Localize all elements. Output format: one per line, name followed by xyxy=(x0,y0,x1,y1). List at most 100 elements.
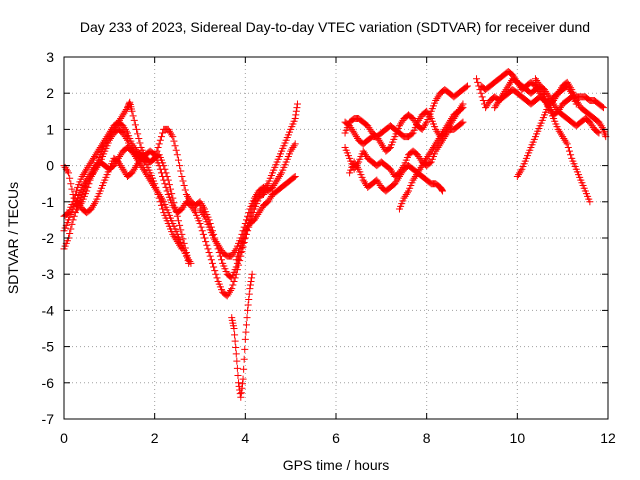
data-point-marker xyxy=(176,221,184,229)
data-point-marker xyxy=(239,234,247,242)
data-point-marker xyxy=(178,205,186,213)
data-point-marker xyxy=(94,147,102,155)
data-point-marker xyxy=(599,104,607,112)
data-point-marker xyxy=(167,185,175,193)
data-point-marker xyxy=(561,136,569,144)
data-point-marker xyxy=(201,234,209,242)
data-point-marker xyxy=(232,344,240,352)
data-point-marker xyxy=(493,100,501,108)
data-point-marker xyxy=(373,176,381,184)
data-point-marker xyxy=(84,178,92,186)
data-point-marker xyxy=(425,151,433,159)
data-point-marker xyxy=(517,167,525,175)
data-point-marker xyxy=(409,115,417,123)
data-point-marker xyxy=(479,96,487,104)
data-point-marker xyxy=(594,128,602,136)
data-point-marker xyxy=(169,230,177,238)
y-tick-label: 0 xyxy=(46,158,54,174)
sat-track-5 xyxy=(74,154,186,253)
data-point-marker xyxy=(178,245,186,253)
data-point-marker xyxy=(204,245,212,253)
data-point-marker xyxy=(256,207,264,215)
data-point-marker xyxy=(544,91,552,99)
data-point-marker xyxy=(95,145,103,153)
data-point-marker xyxy=(89,201,97,209)
data-point-marker xyxy=(202,238,210,246)
data-point-marker xyxy=(163,187,171,195)
data-point-marker xyxy=(233,364,241,372)
data-point-marker xyxy=(152,183,160,191)
data-point-marker xyxy=(477,89,485,97)
sat-track-11 xyxy=(341,118,467,180)
data-point-marker xyxy=(235,379,243,387)
data-point-marker xyxy=(535,80,543,88)
data-point-marker xyxy=(386,165,394,173)
sat-track-6 xyxy=(196,140,299,260)
x-axis-label: GPS time / hours xyxy=(283,457,390,473)
data-point-marker xyxy=(239,380,246,388)
data-point-marker xyxy=(431,142,439,150)
data-point-marker xyxy=(241,335,249,343)
data-point-marker xyxy=(140,157,148,165)
data-point-marker xyxy=(287,147,295,155)
data-point-marker xyxy=(400,194,408,202)
data-point-marker xyxy=(176,241,184,249)
data-point-marker xyxy=(478,93,486,101)
data-point-marker xyxy=(238,238,246,246)
data-point-marker xyxy=(483,102,491,110)
data-point-marker xyxy=(224,290,232,298)
data-point-marker xyxy=(252,192,260,200)
data-point-marker xyxy=(187,259,195,267)
data-point-marker xyxy=(349,127,357,135)
data-point-marker xyxy=(128,107,136,115)
data-point-marker xyxy=(181,186,189,194)
data-point-marker xyxy=(189,205,197,213)
data-point-marker xyxy=(434,136,442,144)
data-point-marker xyxy=(401,192,409,200)
data-point-marker xyxy=(270,182,278,190)
data-point-marker xyxy=(446,116,454,124)
data-point-marker xyxy=(198,209,206,217)
data-point-marker xyxy=(164,125,172,133)
data-point-marker xyxy=(212,238,220,246)
data-point-marker xyxy=(86,160,94,168)
data-point-marker xyxy=(420,158,428,166)
data-point-marker xyxy=(374,178,382,186)
data-point-marker xyxy=(65,169,73,177)
data-point-marker xyxy=(238,384,246,392)
data-point-marker xyxy=(79,171,87,179)
sat-track-8 xyxy=(228,270,256,401)
data-point-marker xyxy=(108,133,116,141)
data-point-marker xyxy=(245,290,253,298)
data-point-marker xyxy=(153,187,161,195)
data-point-marker xyxy=(255,209,263,217)
data-point-marker xyxy=(91,153,99,161)
data-point-marker xyxy=(586,198,594,206)
data-point-marker xyxy=(463,82,471,90)
data-point-marker xyxy=(196,198,204,206)
data-point-marker xyxy=(171,234,179,242)
data-point-marker xyxy=(567,151,575,159)
data-point-marker xyxy=(559,133,567,141)
data-point-marker xyxy=(232,256,240,264)
data-point-marker xyxy=(140,167,148,175)
data-point-marker xyxy=(245,296,253,304)
data-point-marker xyxy=(433,138,441,146)
data-point-marker xyxy=(78,172,86,180)
data-point-marker xyxy=(119,111,127,119)
data-point-marker xyxy=(232,350,240,358)
data-point-marker xyxy=(213,239,221,247)
data-point-marker xyxy=(172,236,180,244)
data-point-marker xyxy=(236,390,244,398)
data-point-marker xyxy=(364,122,372,130)
data-point-marker xyxy=(598,103,606,111)
data-point-marker xyxy=(117,162,125,170)
data-point-marker xyxy=(248,274,256,282)
x-tick-label: 12 xyxy=(600,430,616,446)
sat-track-18 xyxy=(531,75,594,206)
data-point-marker xyxy=(227,286,235,294)
data-point-marker xyxy=(552,104,560,112)
data-point-marker xyxy=(246,281,254,289)
data-point-marker xyxy=(378,142,386,150)
data-point-marker xyxy=(229,281,237,289)
